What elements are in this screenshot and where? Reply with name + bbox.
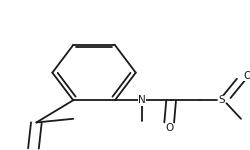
Text: O: O [243, 71, 250, 81]
Text: S: S [218, 95, 224, 105]
Text: N: N [138, 95, 145, 105]
Text: O: O [164, 123, 173, 133]
